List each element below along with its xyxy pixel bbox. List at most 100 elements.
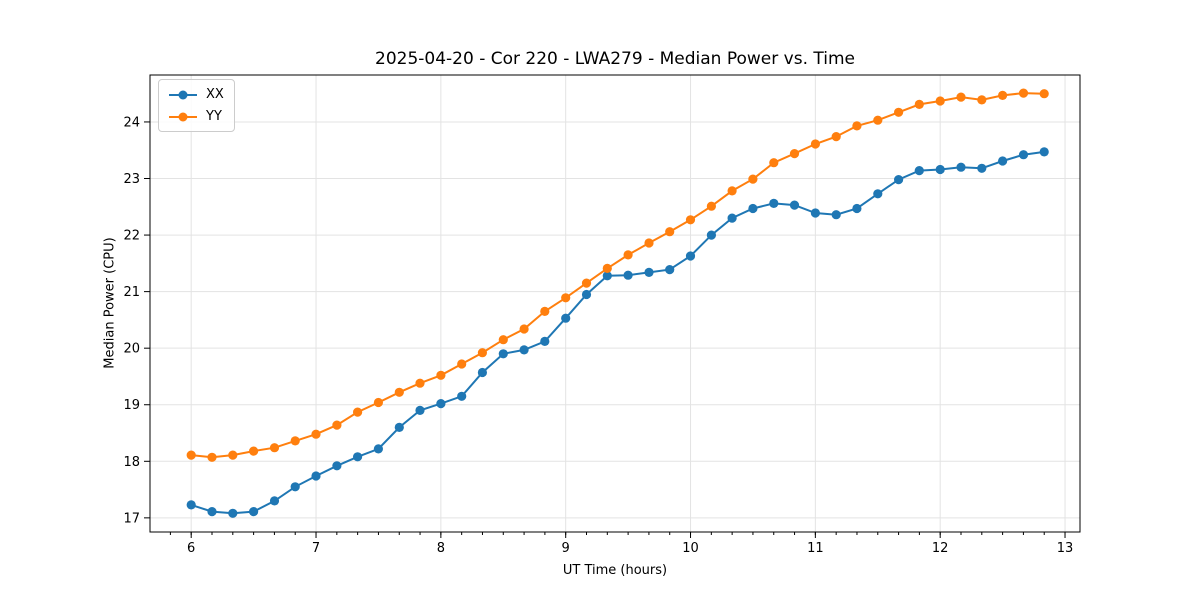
data-point-YY: [311, 429, 321, 439]
data-point-XX: [1039, 147, 1049, 157]
data-point-XX: [623, 270, 633, 280]
legend-label-yy: YY: [206, 109, 222, 124]
y-axis-label: Median Power (CPU): [102, 237, 118, 369]
data-point-XX: [894, 175, 904, 185]
data-point-YY: [644, 238, 654, 248]
data-point-XX: [873, 189, 883, 199]
data-point-XX: [561, 313, 571, 323]
chart-title: 2025-04-20 - Cor 220 - LWA279 - Median P…: [375, 49, 855, 69]
data-point-YY: [1039, 89, 1049, 99]
legend-label-xx: XX: [206, 87, 224, 102]
data-point-YY: [789, 149, 800, 159]
x-tick-label: 6: [187, 541, 195, 556]
data-point-XX: [956, 162, 966, 172]
data-point-YY: [998, 90, 1008, 100]
data-point-XX: [602, 271, 612, 281]
data-point-YY: [1018, 88, 1029, 98]
axis-ticks: [144, 121, 1066, 538]
y-tick-label: 21: [123, 285, 140, 300]
data-point-XX: [477, 367, 487, 378]
data-point-YY: [269, 443, 280, 453]
data-point-XX: [249, 507, 259, 517]
data-point-YY: [935, 96, 945, 106]
data-point-YY: [186, 450, 196, 460]
data-point-YY: [290, 436, 300, 446]
data-point-XX: [810, 208, 821, 218]
data-point-YY: [581, 278, 592, 288]
data-point-XX: [332, 461, 342, 471]
data-point-YY: [394, 387, 404, 397]
gridlines: [150, 75, 1080, 532]
data-point-XX: [769, 198, 779, 208]
data-point-XX: [394, 422, 404, 432]
data-point-XX: [914, 166, 924, 176]
data-point-YY: [706, 201, 717, 211]
data-point-XX: [436, 399, 446, 409]
data-point-YY: [685, 215, 696, 225]
data-point-YY: [540, 306, 550, 316]
legend-line-sample-xx-icon: [169, 90, 197, 99]
data-point-YY: [415, 378, 425, 388]
data-point-YY: [561, 293, 571, 303]
data-point-YY: [249, 446, 259, 456]
data-point-XX: [644, 267, 654, 277]
data-point-YY: [665, 227, 675, 237]
data-point-YY: [457, 359, 467, 369]
data-point-XX: [311, 471, 321, 481]
legend-item-yy: YY: [167, 107, 224, 126]
data-point-XX: [665, 265, 675, 275]
data-point-XX: [186, 500, 196, 510]
series-XX: [186, 147, 1049, 518]
x-tick-label: 7: [312, 541, 320, 556]
data-point-YY: [332, 420, 342, 430]
y-tick-label: 23: [123, 172, 140, 187]
data-point-XX: [373, 444, 383, 454]
data-point-YY: [436, 370, 446, 380]
data-point-XX: [727, 213, 737, 223]
data-point-YY: [810, 139, 821, 149]
data-point-YY: [727, 186, 737, 196]
y-tick-label: 19: [123, 398, 140, 413]
data-point-XX: [498, 349, 508, 359]
data-point-XX: [977, 163, 987, 173]
data-point-YY: [207, 452, 217, 462]
x-tick-label: 11: [807, 541, 824, 556]
data-point-XX: [748, 203, 758, 214]
data-point-XX: [685, 251, 696, 261]
y-tick-label: 22: [123, 229, 140, 244]
data-point-XX: [706, 230, 717, 240]
data-point-XX: [228, 508, 238, 518]
data-point-XX: [269, 496, 280, 506]
data-point-YY: [852, 121, 862, 131]
data-point-YY: [519, 324, 529, 334]
series-line-XX: [190, 150, 1045, 515]
y-tick-label: 24: [123, 115, 140, 130]
data-point-XX: [207, 507, 217, 517]
data-point-YY: [769, 158, 779, 168]
data-point-YY: [228, 450, 238, 460]
data-point-XX: [353, 452, 363, 462]
data-point-YY: [831, 132, 841, 142]
legend: XX YY: [158, 79, 235, 132]
data-point-XX: [998, 156, 1008, 166]
data-point-XX: [290, 482, 300, 492]
data-point-XX: [415, 405, 425, 415]
y-tick-label: 20: [123, 342, 140, 357]
data-point-XX: [831, 210, 841, 220]
data-point-YY: [914, 99, 924, 109]
data-point-YY: [353, 407, 363, 417]
legend-line-sample-yy-icon: [169, 112, 197, 121]
data-point-XX: [935, 164, 945, 175]
data-point-YY: [623, 250, 633, 260]
data-point-YY: [602, 263, 612, 273]
x-tick-label: 10: [682, 541, 699, 556]
data-point-XX: [540, 336, 550, 346]
x-axis-label: UT Time (hours): [562, 563, 668, 578]
series-YY: [186, 88, 1049, 462]
data-point-XX: [457, 391, 467, 401]
x-tick-label: 8: [437, 541, 445, 556]
data-point-YY: [498, 335, 508, 345]
x-tick-label: 13: [1057, 541, 1074, 556]
